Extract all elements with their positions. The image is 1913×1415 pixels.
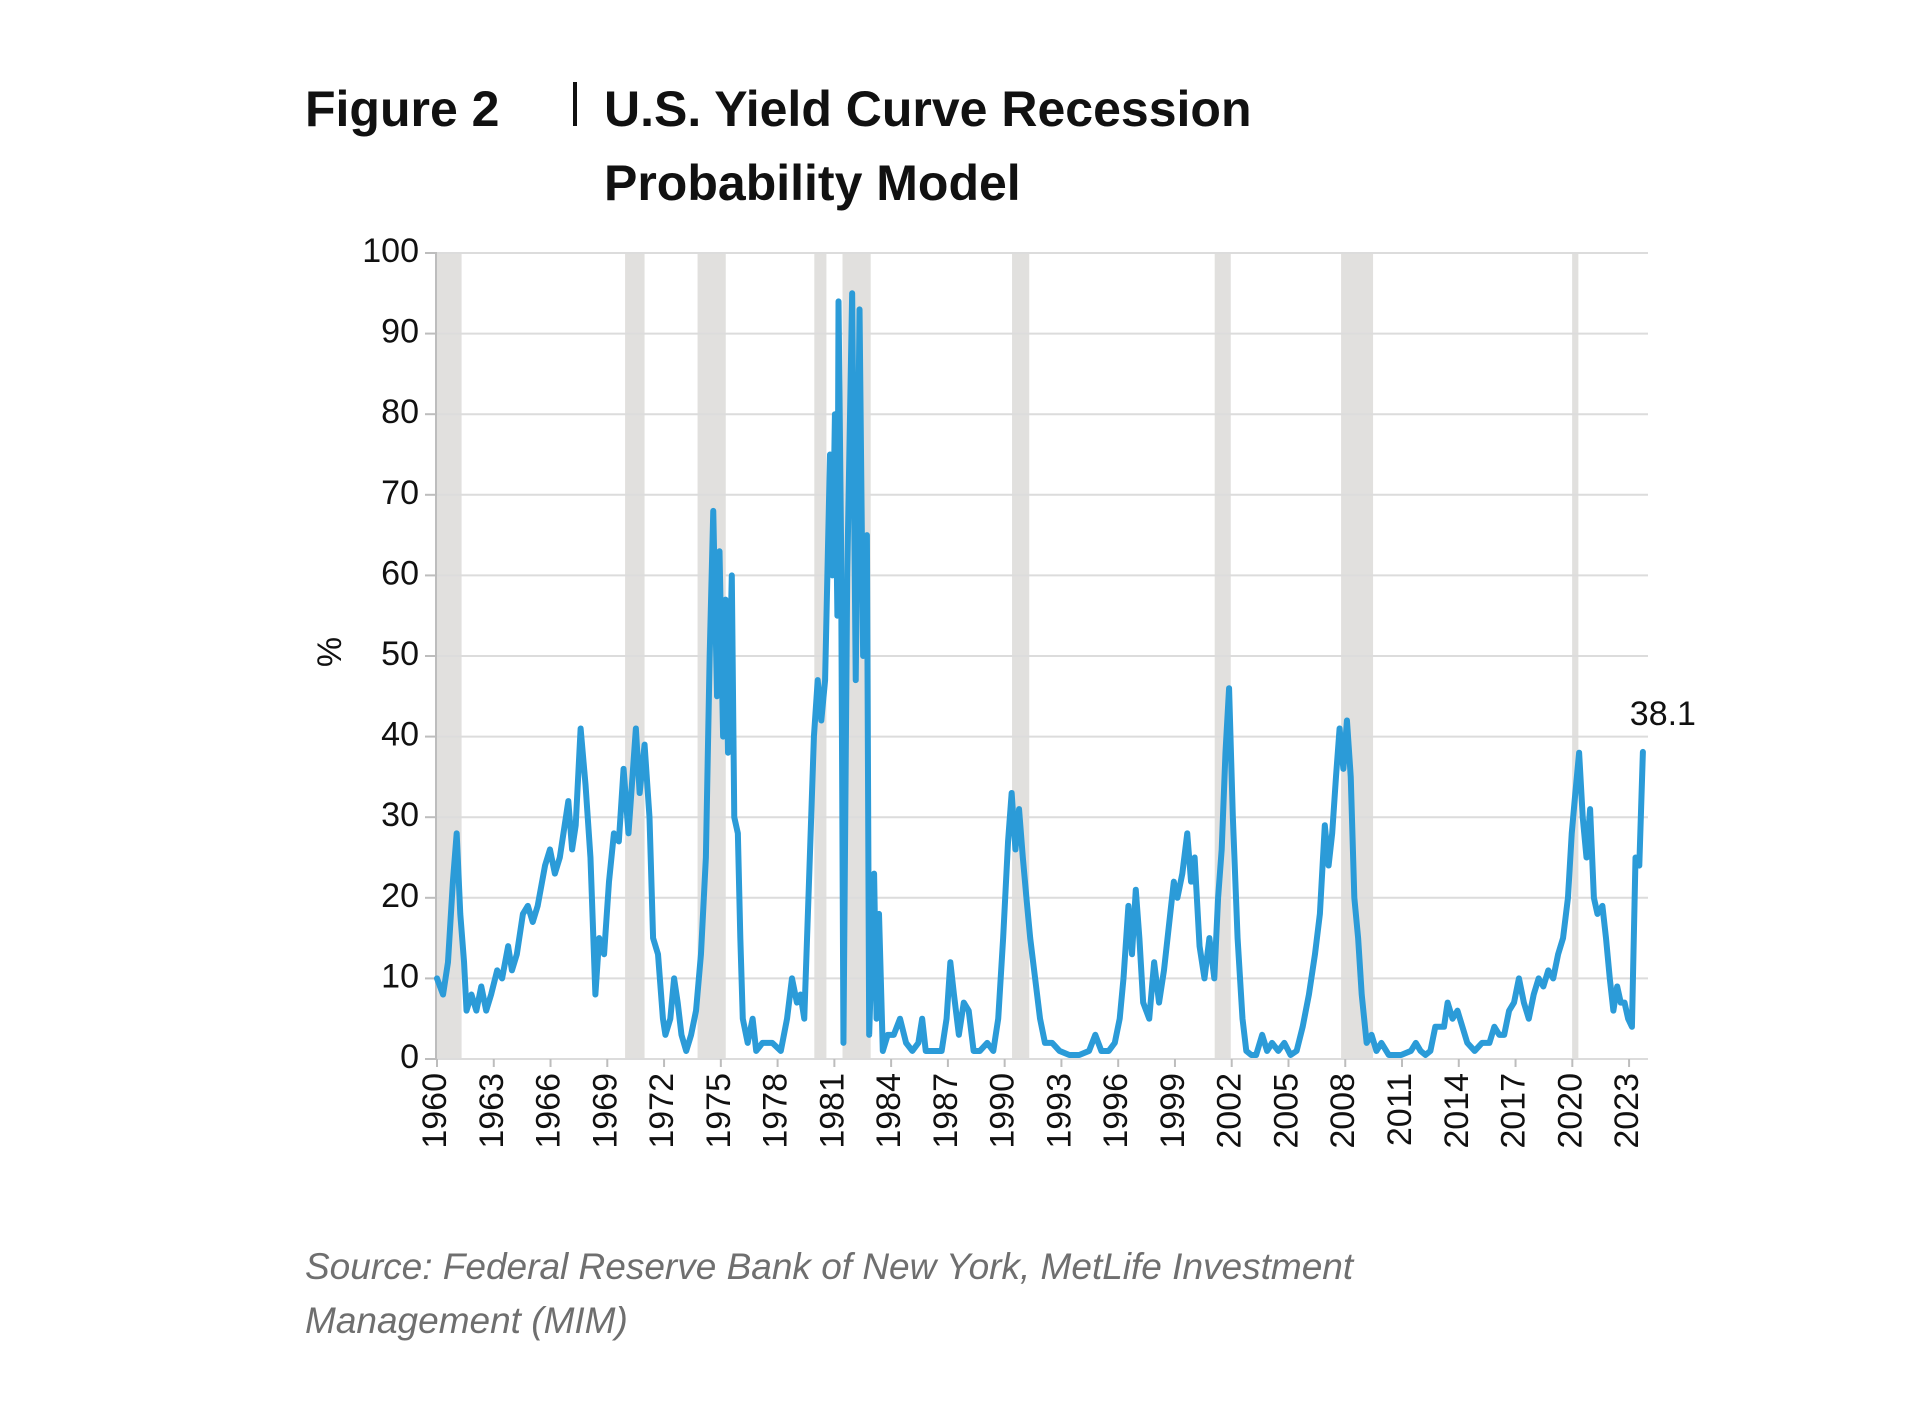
series-line (434, 290, 1646, 1058)
chart-title: U.S. Yield Curve Recession Probability M… (604, 81, 1252, 211)
x-tick-label: 1969 (586, 1073, 624, 1149)
x-tick-label: 1981 (813, 1073, 851, 1149)
y-axis-label: % (311, 637, 349, 667)
x-tick-label: 2011 (1381, 1073, 1419, 1146)
x-tick-label: 1975 (700, 1073, 738, 1149)
figure-label: Figure 2 (305, 81, 500, 137)
y-tick-label: 0 (400, 1038, 419, 1076)
x-tick-label: 1987 (927, 1073, 965, 1149)
x-tick-label: 1999 (1154, 1073, 1192, 1149)
x-tick-label: 2002 (1211, 1073, 1249, 1149)
x-tick-label: 2014 (1438, 1073, 1476, 1149)
y-tick-label: 60 (381, 554, 419, 592)
data-label: 38.1 (1630, 695, 1696, 733)
y-tick-label: 100 (362, 232, 419, 270)
x-tick-label: 2017 (1495, 1073, 1533, 1149)
x-tick-label: 1990 (984, 1073, 1022, 1149)
x-tick-label: 2008 (1324, 1073, 1362, 1149)
y-tick-label: 10 (381, 957, 419, 995)
x-tick-label: 1963 (473, 1073, 511, 1149)
x-tick-label: 1984 (870, 1073, 908, 1149)
x-tick-label: 1972 (643, 1073, 681, 1149)
x-tick-label: 1993 (1040, 1073, 1078, 1149)
y-tick-label: 20 (381, 877, 419, 915)
y-tick-label: 30 (381, 796, 419, 834)
y-tick-label: 90 (381, 313, 419, 351)
x-tick-label: 2023 (1608, 1073, 1646, 1149)
x-tick-label: 1966 (530, 1073, 568, 1149)
source-note: Source: Federal Reserve Bank of New York… (305, 1246, 1354, 1341)
y-tick-label: 50 (381, 635, 419, 673)
x-tick-label: 1960 (416, 1073, 454, 1149)
y-tick-label: 80 (381, 393, 419, 431)
y-tick-label: 40 (381, 716, 419, 754)
x-tick-label: 2020 (1551, 1073, 1589, 1149)
y-tick-label: 70 (381, 474, 419, 512)
x-tick-label: 1978 (757, 1073, 795, 1149)
x-tick-label: 2005 (1267, 1073, 1305, 1149)
x-tick-label: 1996 (1097, 1073, 1135, 1149)
